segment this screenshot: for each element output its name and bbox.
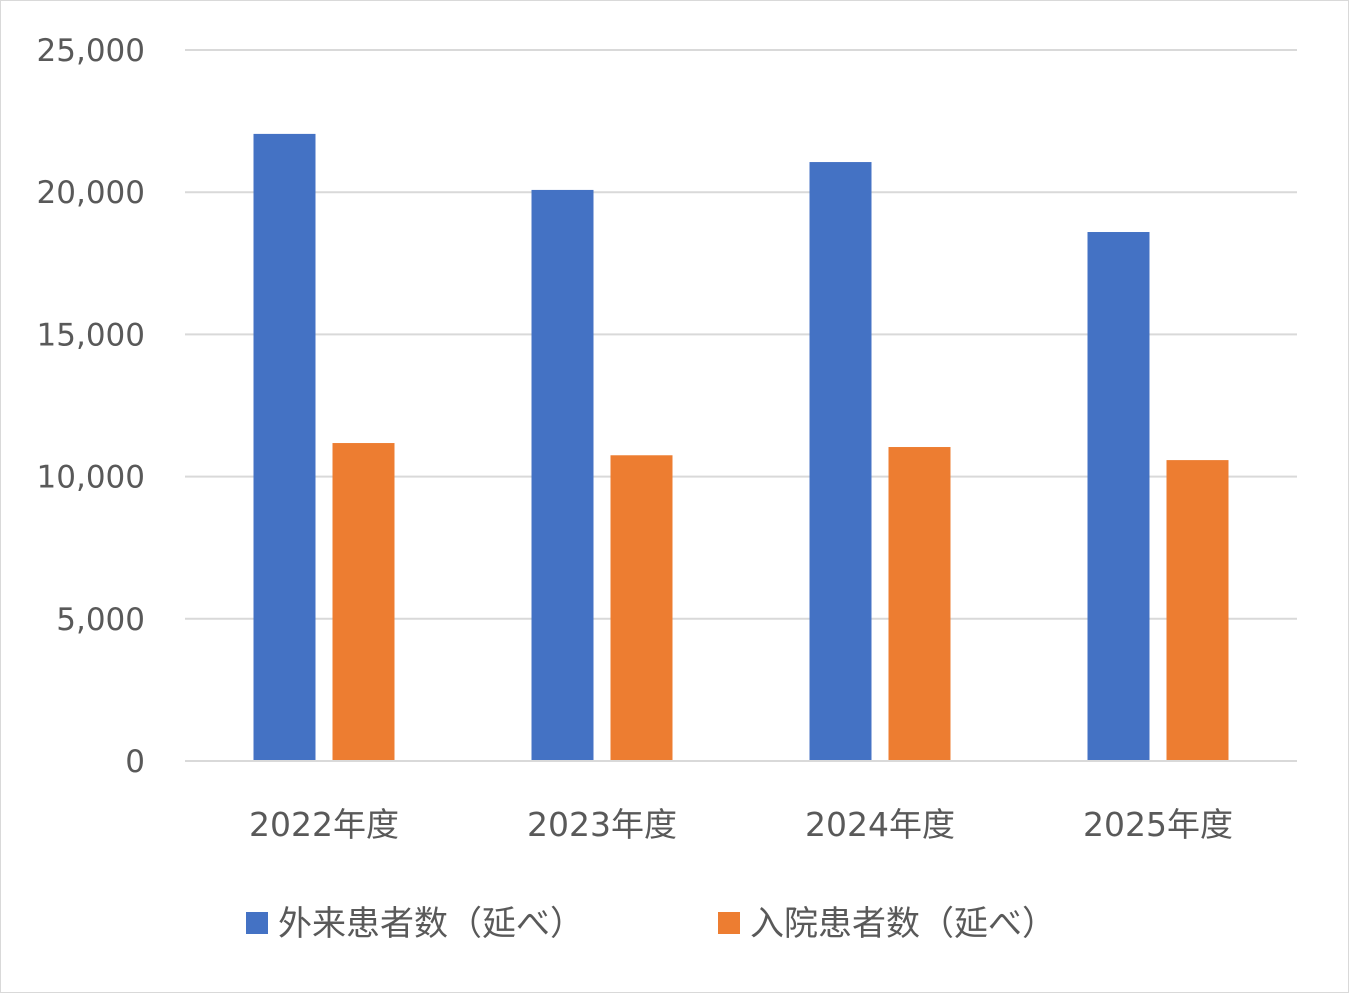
legend-swatch <box>718 912 740 934</box>
y-tick-label: 5,000 <box>56 602 145 638</box>
x-category-label: 2025年度 <box>1083 805 1233 844</box>
bars <box>253 133 1229 762</box>
legend-swatch <box>246 912 268 934</box>
legend: 外来患者数（延べ） 入院患者数（延べ） <box>246 904 1056 944</box>
bar-inpatient <box>1166 460 1229 761</box>
x-category-label: 2024年度 <box>805 805 955 844</box>
legend-label: 入院患者数（延べ） <box>750 904 1056 944</box>
y-tick-label: 20,000 <box>37 175 145 211</box>
bar-inpatient <box>888 447 951 761</box>
legend-label: 外来患者数（延べ） <box>278 904 584 944</box>
x-axis-category-labels: 2022年度 2023年度 2024年度 2025年度 <box>249 805 1233 844</box>
bar-inpatient <box>610 455 673 761</box>
y-tick-label: 0 <box>125 744 145 780</box>
y-axis-tick-labels: 0 5,000 10,000 15,000 20,000 25,000 <box>37 33 145 780</box>
bar-outpatient <box>531 189 594 761</box>
y-tick-label: 15,000 <box>37 317 145 353</box>
y-tick-label: 25,000 <box>37 33 145 69</box>
bar-outpatient <box>809 162 872 762</box>
x-category-label: 2022年度 <box>249 805 399 844</box>
bar-inpatient <box>332 443 395 761</box>
x-category-label: 2023年度 <box>527 805 677 844</box>
y-tick-label: 10,000 <box>37 460 145 496</box>
bar-outpatient <box>253 133 316 761</box>
bar-outpatient <box>1087 232 1150 762</box>
